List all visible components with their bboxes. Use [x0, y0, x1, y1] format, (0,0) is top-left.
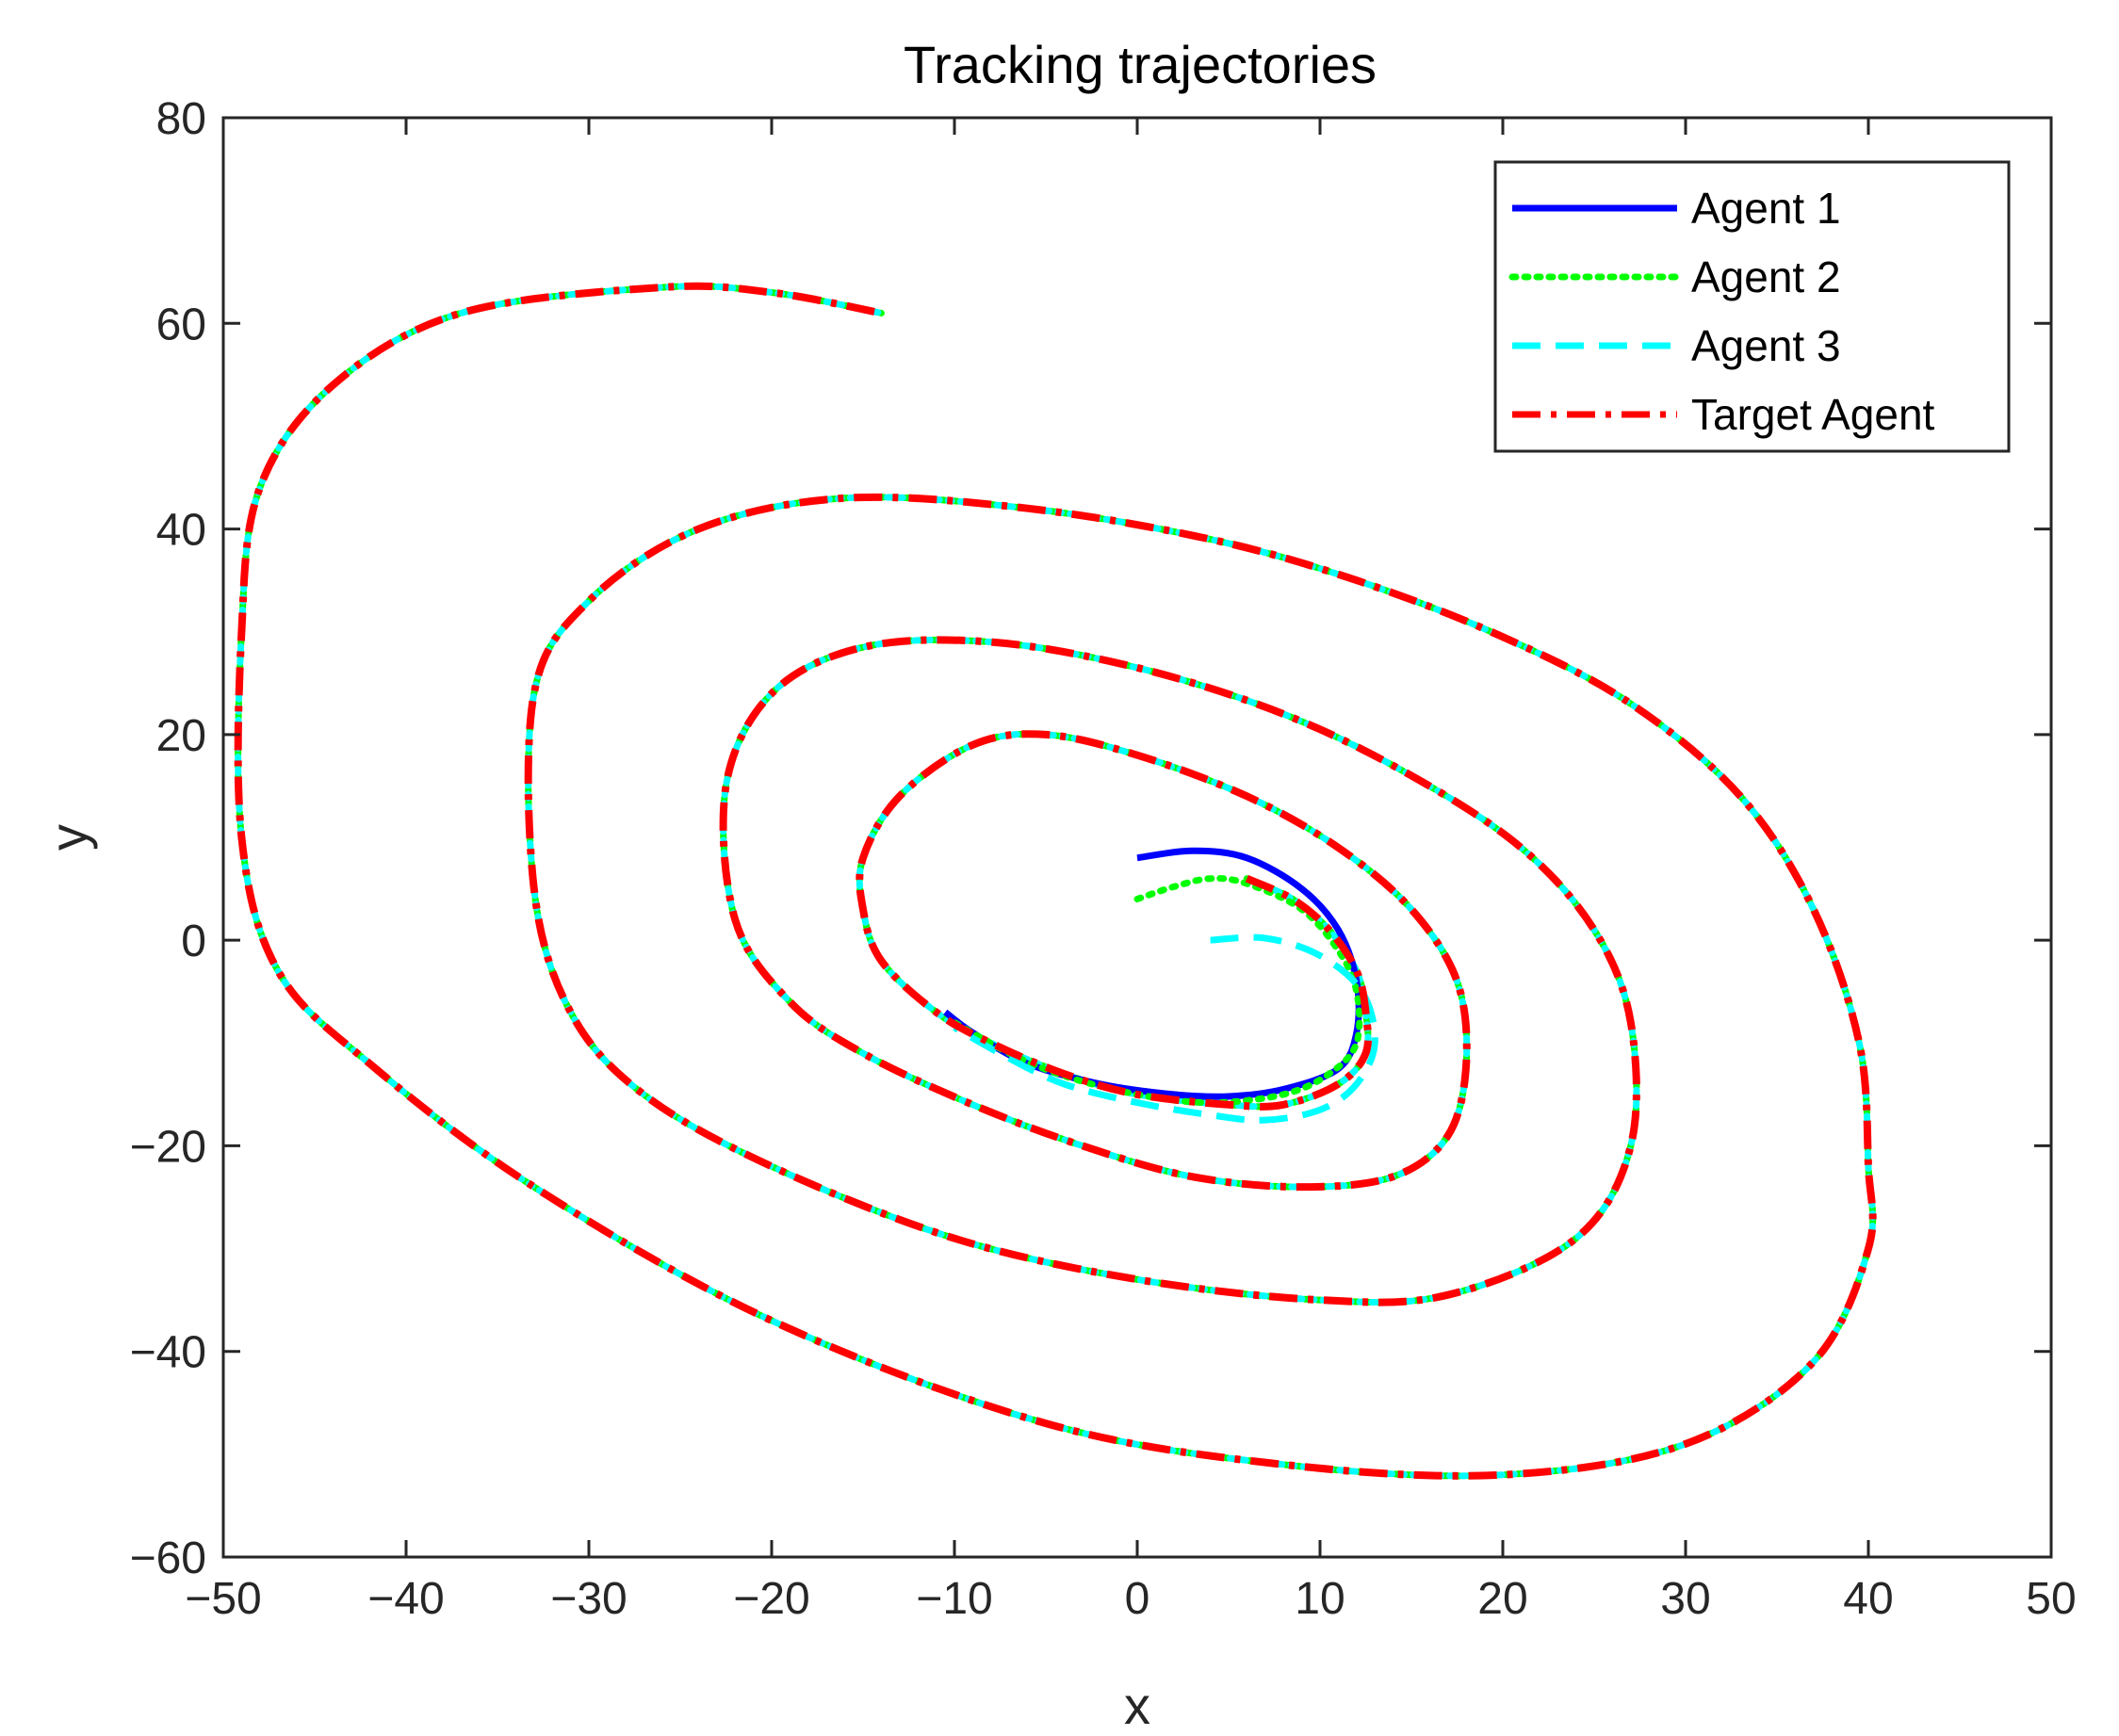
x-tick-label: −20: [733, 1574, 809, 1624]
x-tick-label: 10: [1295, 1574, 1345, 1624]
y-axis-label: y: [39, 824, 98, 851]
x-tick-label: −30: [550, 1574, 627, 1624]
x-tick-label: 20: [1477, 1574, 1527, 1624]
x-tick-label: 0: [1125, 1574, 1150, 1624]
tick-layer: −50 −40 −30 −20 −10 0 10 20 30 40 50 −60 −40 −20 0 20 40…: [130, 94, 2077, 1624]
legend-entries: Agent 1 Agent 2 Agent 3 Target Agent: [1508, 184, 1935, 439]
legend: Agent 1 Agent 2 Agent 3 Target Agent: [1493, 160, 2011, 453]
legend-label-agent-1: Agent 1: [1691, 184, 1841, 233]
legend-label-agent-2: Agent 2: [1691, 252, 1841, 301]
x-tick-label: −40: [367, 1574, 444, 1624]
series-line-agent-3: [953, 933, 1378, 1124]
x-tick-label: 40: [1843, 1574, 1893, 1624]
y-tick-label: −60: [130, 1533, 206, 1583]
x-tick-label: 30: [1660, 1574, 1710, 1624]
y-tick-label: −40: [130, 1328, 206, 1378]
legend-label-target-agent: Target Agent: [1691, 390, 1935, 439]
y-tick-label: 80: [156, 94, 206, 144]
x-tick-label: −10: [916, 1574, 992, 1624]
series-layer: [234, 282, 1877, 1480]
y-tick-label: 0: [181, 917, 206, 966]
legend-label-agent-3: Agent 3: [1691, 321, 1841, 370]
x-tick-label: 50: [2026, 1574, 2076, 1624]
series-line-target-agent: [234, 282, 1877, 1480]
x-tick-label: −50: [185, 1574, 261, 1624]
y-tick-label: 40: [156, 506, 206, 556]
y-tick-label: 20: [156, 711, 206, 761]
chart-title: Tracking trajectories: [904, 35, 1377, 94]
x-axis-label: x: [1124, 1676, 1150, 1735]
y-tick-label: −20: [130, 1122, 206, 1172]
series-line-agent-2: [951, 875, 1363, 1107]
y-tick-label: 60: [156, 300, 206, 349]
